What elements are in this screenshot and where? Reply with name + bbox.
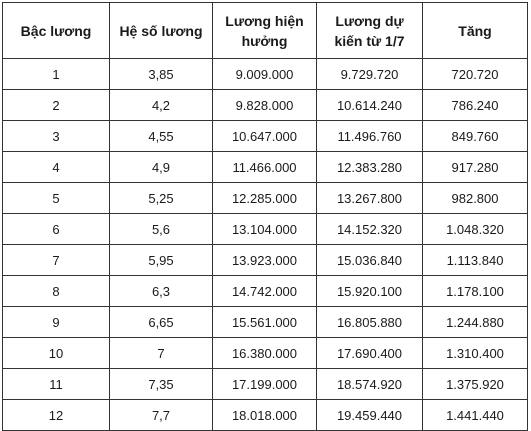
table-row: 7 5,95 13.923.000 15.036.840 1.113.840 (2, 244, 528, 276)
cell-increase: 982.800 (422, 182, 528, 214)
cell-salary-coefficient: 3,85 (109, 58, 213, 90)
cell-salary-grade: 7 (2, 244, 110, 276)
header-projected-salary: Lương dự kiến từ 1/7 (316, 2, 423, 59)
cell-salary-coefficient: 5,95 (109, 244, 213, 276)
cell-increase: 1.244.880 (422, 306, 528, 338)
table-row: 11 7,35 17.199.000 18.574.920 1.375.920 (2, 368, 528, 400)
cell-salary-coefficient: 4,2 (109, 89, 213, 121)
cell-current-salary: 15.561.000 (212, 306, 317, 338)
table-row: 4 4,9 11.466.000 12.383.280 917.280 (2, 151, 528, 183)
cell-current-salary: 16.380.000 (212, 337, 317, 369)
cell-salary-grade: 6 (2, 213, 110, 245)
cell-increase: 1.178.100 (422, 275, 528, 307)
table-row: 10 7 16.380.000 17.690.400 1.310.400 (2, 337, 528, 369)
cell-projected-salary: 11.496.760 (316, 120, 423, 152)
cell-current-salary: 13.104.000 (212, 213, 317, 245)
cell-current-salary: 10.647.000 (212, 120, 317, 152)
cell-increase: 1.048.320 (422, 213, 528, 245)
cell-current-salary: 11.466.000 (212, 151, 317, 183)
cell-salary-coefficient: 7 (109, 337, 213, 369)
header-current-salary: Lương hiện hưởng (212, 2, 317, 59)
cell-salary-grade: 5 (2, 182, 110, 214)
header-row: Bậc lương Hệ số lương Lương hiện hưởng L… (2, 2, 528, 59)
cell-projected-salary: 9.729.720 (316, 58, 423, 90)
cell-salary-grade: 10 (2, 337, 110, 369)
cell-increase: 917.280 (422, 151, 528, 183)
cell-projected-salary: 12.383.280 (316, 151, 423, 183)
table-row: 8 6,3 14.742.000 15.920.100 1.178.100 (2, 275, 528, 307)
cell-current-salary: 17.199.000 (212, 368, 317, 400)
cell-current-salary: 9.828.000 (212, 89, 317, 121)
cell-salary-grade: 1 (2, 58, 110, 90)
cell-increase: 720.720 (422, 58, 528, 90)
cell-salary-grade: 8 (2, 275, 110, 307)
header-increase: Tăng (422, 2, 528, 59)
cell-current-salary: 14.742.000 (212, 275, 317, 307)
cell-projected-salary: 14.152.320 (316, 213, 423, 245)
cell-salary-coefficient: 4,55 (109, 120, 213, 152)
cell-salary-grade: 4 (2, 151, 110, 183)
cell-salary-coefficient: 6,65 (109, 306, 213, 338)
cell-salary-grade: 9 (2, 306, 110, 338)
cell-salary-coefficient: 5,25 (109, 182, 213, 214)
cell-increase: 1.113.840 (422, 244, 528, 276)
cell-projected-salary: 17.690.400 (316, 337, 423, 369)
cell-projected-salary: 15.920.100 (316, 275, 423, 307)
table-row: 9 6,65 15.561.000 16.805.880 1.244.880 (2, 306, 528, 338)
table-row: 6 5,6 13.104.000 14.152.320 1.048.320 (2, 213, 528, 245)
table-header: Bậc lương Hệ số lương Lương hiện hưởng L… (2, 2, 528, 59)
cell-current-salary: 9.009.000 (212, 58, 317, 90)
cell-salary-coefficient: 5,6 (109, 213, 213, 245)
cell-current-salary: 12.285.000 (212, 182, 317, 214)
cell-current-salary: 13.923.000 (212, 244, 317, 276)
cell-salary-grade: 3 (2, 120, 110, 152)
cell-salary-coefficient: 6,3 (109, 275, 213, 307)
cell-increase: 1.375.920 (422, 368, 528, 400)
header-salary-grade: Bậc lương (2, 2, 110, 59)
cell-increase: 1.310.400 (422, 337, 528, 369)
cell-increase: 786.240 (422, 89, 528, 121)
cell-projected-salary: 16.805.880 (316, 306, 423, 338)
header-salary-coefficient: Hệ số lương (109, 2, 213, 59)
cell-projected-salary: 15.036.840 (316, 244, 423, 276)
cell-salary-coefficient: 7,35 (109, 368, 213, 400)
cell-salary-grade: 11 (2, 368, 110, 400)
table-row: 2 4,2 9.828.000 10.614.240 786.240 (2, 89, 528, 121)
cell-projected-salary: 18.574.920 (316, 368, 423, 400)
table-row: 1 3,85 9.009.000 9.729.720 720.720 (2, 58, 528, 90)
table-row: 5 5,25 12.285.000 13.267.800 982.800 (2, 182, 528, 214)
cell-projected-salary: 13.267.800 (316, 182, 423, 214)
cell-increase: 849.760 (422, 120, 528, 152)
table-row: 3 4,55 10.647.000 11.496.760 849.760 (2, 120, 528, 152)
cell-projected-salary: 10.614.240 (316, 89, 423, 121)
cell-salary-grade: 2 (2, 89, 110, 121)
cell-salary-coefficient: 4,9 (109, 151, 213, 183)
table-body: 1 3,85 9.009.000 9.729.720 720.720 2 4,2… (2, 58, 528, 431)
